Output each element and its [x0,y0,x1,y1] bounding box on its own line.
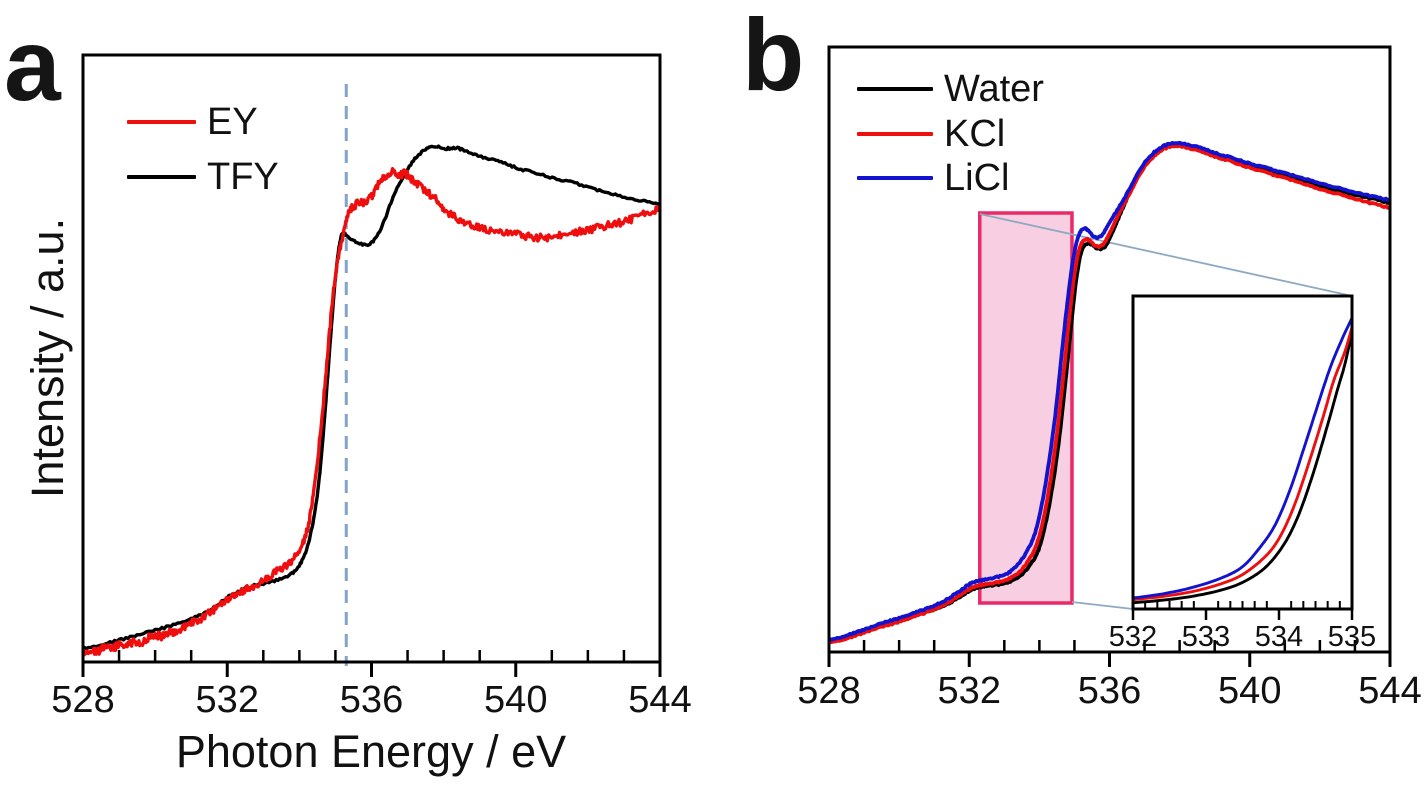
panel-b-inset: 532 533 534 535 [1109,294,1376,653]
legend-item-tfy: TFY [127,158,279,196]
inset-frame [1131,294,1354,611]
inset-tick-label: 532 [1109,621,1157,653]
x-tick-label: 536 [340,679,403,721]
inset-tick-label: 533 [1182,621,1230,653]
legend-line-water [857,87,933,91]
panel-a: 528 532 536 540 544 [51,53,692,721]
inset-connector-top [979,213,1353,297]
x-tick-label: 540 [484,679,547,721]
inset-tick-label: 535 [1328,621,1376,653]
curve-licl-b [829,140,1390,643]
legend-line-kcl [857,132,933,136]
legend-label-water: Water [944,68,1044,110]
x-tick-label: 528 [51,679,114,721]
x-tick-label: 532 [196,679,259,721]
legend-label-licl: LiCl [944,157,1010,199]
legend-item-licl: LiCl [857,159,1009,197]
curve-tfy-a [83,144,660,651]
x-tick-label: 540 [1218,670,1281,712]
panel-b-letter: b [742,0,805,112]
legend-item-ey: EY [127,103,258,141]
legend-item-water: Water [857,70,1044,108]
curve-kcl-b [829,143,1390,645]
x-axis-title: Photon Energy / eV [175,726,567,777]
x-tick-label: 536 [1078,670,1141,712]
x-tick-label: 544 [628,679,691,721]
legend-label-tfy: TFY [207,156,279,198]
legend-label-kcl: KCl [944,113,1006,155]
curve-licl-inset [1133,316,1352,600]
legend-line-licl [857,176,933,180]
legend-line-tfy [127,175,196,179]
curve-ey-a [83,167,660,658]
plot-frame [827,45,1392,654]
legend-item-kcl: KCl [857,115,1005,153]
x-tick-label: 544 [1358,670,1421,712]
inset-connector-bottom [1071,601,1134,610]
curve-water-inset [1133,330,1352,605]
x-tick-label: 532 [938,670,1001,712]
inset-tick-label: 534 [1255,621,1303,653]
panel-b: 528 532 536 540 544 [797,45,1422,712]
inset-background [1133,296,1352,609]
legend-label-ey: EY [207,101,258,143]
curve-kcl-inset [1133,325,1352,602]
y-axis-title: Intensity / a.u. [22,217,73,499]
x-tick-label: 528 [797,670,860,712]
panel-a-letter: a [4,8,61,122]
legend-line-ey [127,120,196,124]
plot-frame [81,53,662,664]
